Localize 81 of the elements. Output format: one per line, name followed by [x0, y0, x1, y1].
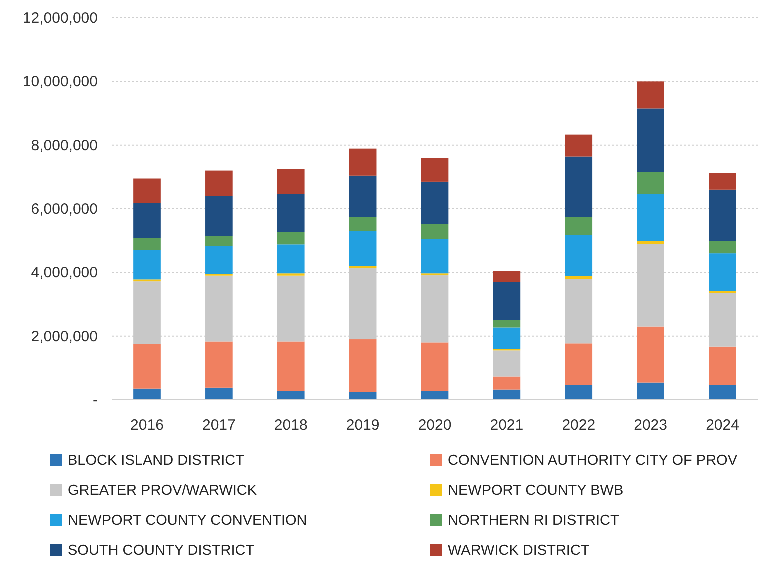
y-tick-label: 4,000,000 — [31, 264, 98, 282]
legend-label: NEWPORT COUNTY CONVENTION — [68, 513, 308, 529]
bar — [709, 241, 736, 254]
legend-label: GREATER PROV/WARWICK — [68, 483, 258, 499]
bar — [637, 382, 664, 400]
bar — [565, 217, 593, 236]
x-tick-label: 2021 — [490, 417, 524, 434]
bar — [709, 385, 736, 400]
bar — [421, 239, 449, 274]
bar — [134, 344, 161, 389]
x-tick-label: 2017 — [202, 417, 236, 434]
bar — [565, 385, 593, 400]
x-tick-label: 2022 — [562, 417, 596, 434]
bar — [349, 340, 377, 392]
bar — [493, 350, 521, 377]
bar — [206, 236, 233, 246]
bar — [349, 231, 377, 266]
x-tick-label: 2024 — [706, 417, 740, 434]
y-tick-label: 2,000,000 — [31, 328, 98, 346]
bar — [349, 176, 377, 218]
legend-label: WARWICK DISTRICT — [448, 543, 590, 559]
bar — [565, 344, 593, 386]
bar — [709, 346, 736, 386]
legend-label: SOUTH COUNTY DISTRICT — [68, 543, 255, 559]
bar — [206, 196, 233, 236]
x-tick-label: 2020 — [418, 417, 452, 434]
bar — [277, 342, 305, 392]
bar — [493, 328, 521, 350]
bar — [493, 390, 521, 400]
bar — [709, 190, 736, 242]
bar — [206, 246, 233, 274]
bar — [134, 238, 161, 250]
bar — [637, 241, 664, 244]
x-tick-label: 2016 — [130, 417, 164, 434]
bar — [637, 82, 664, 109]
y-tick-label: - — [93, 392, 98, 409]
bar — [421, 224, 449, 240]
legend-label: NEWPORT COUNTY BWB — [448, 483, 624, 499]
bar — [637, 194, 664, 242]
bar — [565, 134, 593, 157]
bar — [134, 178, 161, 204]
bar — [134, 203, 161, 238]
bar — [709, 254, 736, 292]
bar — [206, 170, 233, 196]
bar — [421, 342, 449, 392]
bar — [206, 388, 233, 400]
x-tick-label: 2023 — [634, 417, 668, 434]
bar — [421, 391, 449, 400]
bar — [277, 391, 305, 400]
y-tick-label: 6,000,000 — [31, 201, 98, 218]
bar — [709, 173, 736, 190]
bar — [134, 388, 161, 400]
bar — [349, 392, 377, 400]
x-tick-label: 2018 — [274, 417, 308, 434]
y-tick-label: 8,000,000 — [31, 137, 98, 154]
bar — [637, 172, 664, 194]
legend-label: BLOCK ISLAND DISTRICT — [68, 453, 245, 469]
bar — [565, 235, 593, 276]
y-tick-label: 10,000,000 — [22, 74, 98, 91]
bar — [349, 217, 377, 232]
bar — [493, 320, 521, 328]
bar — [565, 276, 593, 280]
bar — [277, 244, 305, 274]
bar — [493, 282, 521, 320]
bar — [277, 169, 305, 194]
bar — [277, 232, 305, 245]
y-tick-label: 12,000,000 — [22, 10, 98, 27]
bar — [637, 108, 664, 172]
x-tick-label: 2019 — [346, 417, 380, 434]
bar — [565, 156, 593, 218]
bar — [206, 342, 233, 388]
bar — [493, 376, 521, 390]
bar — [277, 194, 305, 232]
bar — [349, 148, 377, 176]
legend-label: CONVENTION AUTHORITY CITY OF PROV — [448, 453, 738, 469]
bar — [134, 250, 161, 280]
bar — [637, 326, 664, 383]
bar — [421, 158, 449, 182]
legend-label: NORTHERN RI DISTRICT — [448, 513, 620, 529]
bar — [493, 271, 521, 282]
bar — [421, 182, 449, 224]
